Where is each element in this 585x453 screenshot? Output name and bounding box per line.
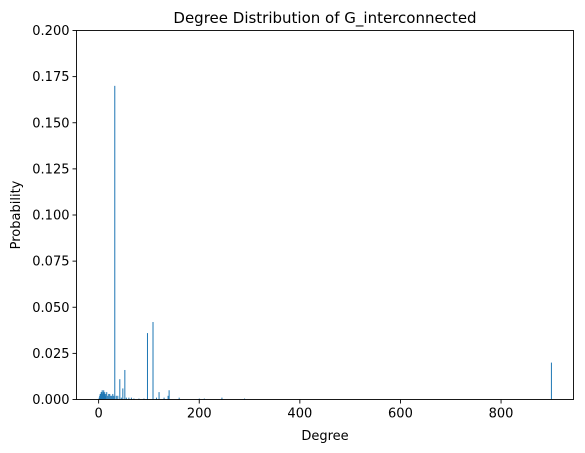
- y-tick-label: 0.125: [32, 162, 69, 177]
- x-tick-label: 400: [287, 407, 312, 422]
- bar: [143, 398, 145, 400]
- y-tick-label: 0.050: [32, 301, 69, 316]
- y-tick-label: 0.200: [32, 24, 69, 39]
- y-tick-label: 0.100: [32, 209, 69, 224]
- x-tick-label: 200: [187, 407, 212, 422]
- bar: [133, 398, 135, 400]
- x-axis-ticks: 0 200 400 600 800: [94, 399, 514, 422]
- bar: [111, 395, 113, 400]
- y-tick-label: 0.150: [32, 116, 69, 131]
- bar: [163, 397, 165, 400]
- bar: [146, 333, 148, 400]
- x-tick-label: 800: [489, 407, 514, 422]
- bar: [152, 322, 154, 400]
- y-tick-label: 0.000: [32, 393, 69, 408]
- bar: [119, 379, 121, 400]
- plot-frame: [76, 30, 574, 400]
- bar: [550, 362, 552, 400]
- bar: [105, 393, 107, 400]
- bar: [130, 397, 132, 400]
- y-axis-label: Probability: [9, 180, 24, 249]
- x-tick-label: 600: [388, 407, 413, 422]
- bar: [167, 395, 169, 400]
- bar: [110, 395, 112, 400]
- bar: [138, 398, 140, 400]
- bar: [221, 397, 223, 400]
- x-axis-label: Degree: [301, 429, 348, 444]
- y-tick-label: 0.175: [32, 70, 69, 85]
- chart-title: Degree Distribution of G_interconnected: [173, 9, 476, 28]
- bar: [103, 390, 105, 400]
- x-tick-label: 0: [94, 407, 102, 422]
- bar: [107, 395, 109, 400]
- bar: [99, 393, 101, 400]
- y-axis-ticks: 0.000 0.025 0.050 0.075 0.100 0.125 0.150 0.175…: [32, 24, 77, 408]
- bar: [158, 392, 160, 400]
- bar: [128, 397, 130, 400]
- bar: [104, 395, 106, 400]
- bars-group: [98, 85, 552, 400]
- bar: [106, 392, 108, 400]
- bar: [117, 395, 119, 400]
- bar: [109, 393, 111, 400]
- bar: [125, 397, 127, 400]
- bar: [168, 390, 170, 400]
- y-tick-label: 0.025: [32, 347, 69, 362]
- bar: [113, 395, 115, 400]
- bar: [156, 397, 158, 400]
- bar: [115, 395, 117, 400]
- bar: [112, 393, 114, 400]
- bar: [114, 85, 116, 400]
- bar: [203, 398, 205, 400]
- bar: [124, 369, 126, 400]
- bar: [244, 398, 246, 400]
- bar: [101, 390, 103, 400]
- bar: [198, 398, 200, 400]
- bar: [122, 388, 124, 400]
- y-tick-label: 0.075: [32, 255, 69, 270]
- bar: [178, 397, 180, 400]
- bar: [108, 393, 110, 400]
- bar: [120, 397, 122, 400]
